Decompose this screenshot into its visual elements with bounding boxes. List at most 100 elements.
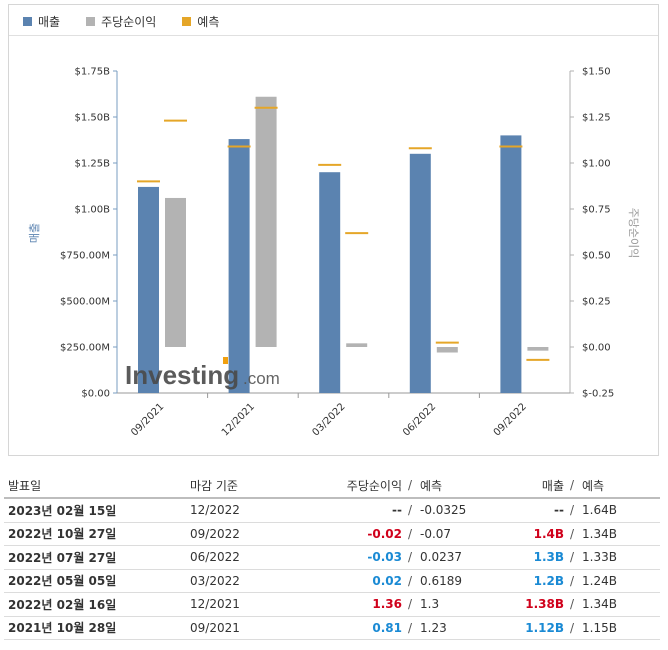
revenue-bar bbox=[228, 139, 250, 393]
row-date: 2021년 10월 28일 bbox=[8, 621, 117, 636]
header-eps[interactable]: 주당순이익 bbox=[346, 478, 402, 493]
row-date: 2022년 05월 05일 bbox=[8, 574, 117, 589]
row-date: 2022년 10월 27일 bbox=[8, 527, 117, 542]
left-axis-title: 매출 bbox=[28, 223, 41, 243]
x-tick-label: 12/2021 bbox=[220, 401, 257, 438]
row-eps: -0.03 bbox=[367, 550, 402, 565]
row-revenue-forecast: 1.34B bbox=[582, 526, 617, 541]
row-slash: / bbox=[407, 573, 413, 588]
table-row: 2023년 02월 15일 12/2022 -- / -0.0325 -- / 1.64B bbox=[4, 499, 660, 523]
table-row: 2022년 02월 16일 12/2021 1.36 / 1.3 1.38B / 1.34B bbox=[4, 593, 660, 617]
header-eps-forecast[interactable]: 예측 bbox=[420, 478, 443, 493]
row-eps: 1.36 bbox=[372, 597, 402, 612]
left-tick-label: $0.00 bbox=[81, 389, 110, 400]
row-revenue: 1.12B bbox=[525, 620, 564, 635]
earnings-chart-panel: 매출 주당순이익 예측 $0.00 $250.00M $500.00M $750.00… bbox=[8, 4, 659, 456]
legend-item-revenue[interactable]: 매출 bbox=[23, 13, 60, 30]
left-tick-label: $750.00M bbox=[60, 251, 110, 262]
row-date: 2022년 07월 27일 bbox=[8, 550, 117, 565]
revenue-bar bbox=[138, 186, 159, 393]
row-eps-forecast: 0.6189 bbox=[420, 573, 462, 588]
row-revenue: 1.38B bbox=[525, 597, 564, 612]
row-period: 03/2022 bbox=[190, 573, 240, 588]
row-date: 2023년 02월 15일 bbox=[8, 503, 117, 518]
header-date[interactable]: 발표일 bbox=[8, 478, 42, 493]
left-tick-label: $1.50B bbox=[75, 113, 111, 124]
row-period: 09/2022 bbox=[190, 526, 240, 541]
eps-bar bbox=[255, 96, 277, 347]
table-row: 2022년 07월 27일 06/2022 -0.03 / 0.0237 1.3B / 1.3… bbox=[4, 546, 660, 570]
revenue-swatch bbox=[23, 17, 32, 26]
eps-bar bbox=[527, 347, 549, 351]
x-tick-label: 09/2022 bbox=[492, 401, 529, 438]
earnings-chart: $0.00 $250.00M $500.00M $750.00M $1.00B $1.25… bbox=[28, 67, 640, 439]
investing-watermark-suffix: .com bbox=[243, 369, 280, 388]
row-eps: 0.02 bbox=[372, 573, 402, 588]
row-revenue-forecast: 1.15B bbox=[582, 620, 617, 635]
right-tick-label: $0.00 bbox=[582, 343, 611, 354]
row-eps: -0.02 bbox=[367, 526, 402, 541]
right-tick-label: $0.50 bbox=[582, 251, 611, 262]
right-tick-label: $1.25 bbox=[582, 113, 611, 124]
x-tick-label: 06/2022 bbox=[401, 401, 438, 438]
row-period: 09/2021 bbox=[190, 620, 240, 635]
legend-item-eps[interactable]: 주당순이익 bbox=[86, 13, 156, 30]
legend-label-revenue: 매출 bbox=[38, 15, 61, 29]
legend-label-forecast: 예측 bbox=[197, 15, 220, 29]
eps-swatch bbox=[86, 17, 96, 26]
row-revenue-forecast: 1.64B bbox=[582, 503, 617, 518]
header-period[interactable]: 마감 기준 bbox=[190, 478, 238, 493]
left-tick-label: $250.00M bbox=[60, 343, 110, 354]
table-row: 2022년 10월 27일 09/2022 -0.02 / -0.07 1.4B / 1.34… bbox=[4, 523, 660, 546]
revenue-bar bbox=[409, 153, 431, 393]
right-tick-label: $1.50 bbox=[582, 67, 611, 78]
table-row: 2021년 10월 28일 09/2021 0.81 / 1.23 1.12B / 1.15B bbox=[4, 617, 660, 640]
row-slash: / bbox=[569, 573, 575, 588]
header-revenue[interactable]: 매출 bbox=[541, 478, 564, 493]
left-tick-label: $500.00M bbox=[60, 297, 110, 308]
row-slash: / bbox=[569, 526, 575, 541]
eps-bar bbox=[346, 343, 368, 347]
row-revenue-forecast: 1.34B bbox=[582, 597, 617, 612]
table-row: 2022년 05월 05일 03/2022 0.02 / 0.6189 1.2B / 1.24… bbox=[4, 570, 660, 593]
right-tick-label: $-0.25 bbox=[582, 389, 614, 400]
row-slash: / bbox=[569, 597, 575, 612]
row-eps-forecast: 0.0237 bbox=[420, 550, 462, 565]
x-tick-label: 09/2021 bbox=[129, 401, 166, 438]
row-period: 12/2022 bbox=[190, 503, 240, 518]
legend-divider bbox=[9, 35, 658, 36]
row-revenue-forecast: 1.33B bbox=[582, 550, 617, 565]
row-eps-forecast: 1.3 bbox=[420, 597, 440, 612]
table-body: 2023년 02월 15일 12/2022 -- / -0.0325 --/1.64B 20… bbox=[4, 499, 660, 640]
row-eps-forecast: -0.0325 bbox=[420, 503, 467, 518]
row-eps-forecast: -0.07 bbox=[420, 526, 452, 541]
header-slash: / bbox=[569, 478, 575, 492]
row-slash: / bbox=[407, 620, 413, 635]
row-revenue: 1.2B bbox=[533, 573, 564, 588]
row-slash: / bbox=[407, 550, 413, 565]
row-slash: / bbox=[407, 503, 413, 518]
row-slash: / bbox=[569, 620, 575, 635]
legend-item-forecast[interactable]: 예측 bbox=[182, 13, 219, 30]
left-tick-label: $1.25B bbox=[75, 159, 111, 170]
revenue-bar bbox=[500, 135, 522, 393]
header-revenue-forecast[interactable]: 예측 bbox=[582, 478, 605, 493]
right-axis-title: 주당순이익 bbox=[627, 208, 640, 259]
forecast-swatch bbox=[182, 17, 192, 26]
row-eps-forecast: 1.23 bbox=[420, 620, 447, 635]
row-revenue: 1.3B bbox=[533, 550, 564, 565]
row-slash: / bbox=[407, 526, 413, 541]
row-revenue: -- bbox=[554, 503, 564, 518]
row-revenue-forecast: 1.24B bbox=[582, 573, 617, 588]
chart-legend: 매출 주당순이익 예측 bbox=[23, 13, 219, 30]
row-slash: / bbox=[569, 550, 575, 565]
eps-bar bbox=[436, 347, 458, 353]
left-tick-label: $1.75B bbox=[75, 67, 111, 78]
header-slash: / bbox=[407, 478, 413, 492]
right-tick-label: $0.75 bbox=[582, 205, 611, 216]
row-period: 12/2021 bbox=[190, 597, 240, 612]
row-slash: / bbox=[407, 597, 413, 612]
row-revenue: 1.4B bbox=[533, 526, 564, 541]
right-tick-label: $1.00 bbox=[582, 159, 611, 170]
row-period: 06/2022 bbox=[190, 550, 240, 565]
